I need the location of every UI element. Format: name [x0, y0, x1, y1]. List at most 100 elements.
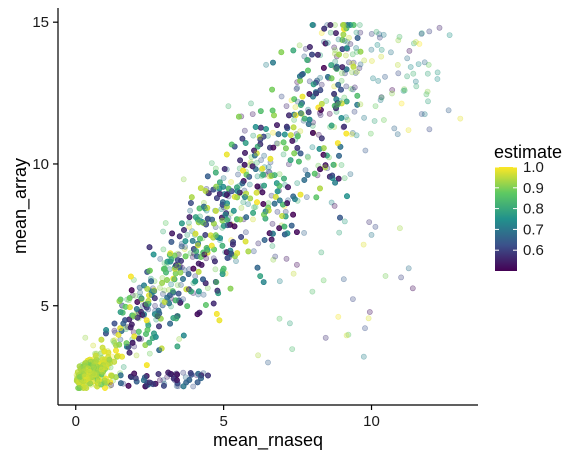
scatter-point — [84, 368, 91, 375]
scatter-point — [396, 225, 403, 232]
scatter-point — [212, 169, 219, 176]
scatter-point — [125, 382, 132, 389]
scatter-point — [203, 255, 210, 262]
scatter-point — [337, 214, 343, 221]
scatter-point — [150, 251, 157, 258]
scatter-point — [145, 381, 152, 388]
scatter-point — [185, 271, 192, 277]
scatter-point — [268, 236, 275, 243]
scatter-point — [354, 92, 361, 99]
scatter-point — [212, 278, 219, 285]
scatter-point — [336, 152, 342, 159]
scatter-point — [335, 81, 342, 88]
scatter-point — [260, 133, 267, 140]
scatter-point — [116, 341, 123, 348]
scatter-point — [127, 273, 134, 280]
scatter-point — [306, 91, 313, 97]
scatter-point — [331, 64, 338, 71]
scatter-point — [309, 144, 316, 151]
scatter-point — [295, 158, 302, 165]
scatter-point — [152, 333, 159, 340]
scatter-point — [310, 119, 316, 126]
scatter-point — [280, 151, 287, 158]
scatter-point — [81, 369, 88, 376]
scatter-point — [146, 267, 153, 274]
scatter-point — [146, 244, 153, 251]
scatter-point — [343, 130, 350, 137]
scatter-point — [286, 112, 292, 119]
scatter-point — [94, 370, 100, 376]
scatter-point — [233, 216, 240, 223]
scatter-point — [339, 37, 346, 43]
scatter-point — [142, 342, 149, 348]
scatter-point — [167, 258, 174, 265]
scatter-point — [350, 63, 357, 70]
scatter-point — [213, 195, 220, 201]
scatter-point — [216, 191, 223, 197]
scatter-point — [84, 368, 91, 375]
scatter-point — [309, 51, 315, 58]
scatter-point — [97, 369, 103, 376]
scatter-point — [242, 149, 248, 156]
scatter-point — [356, 65, 363, 71]
scatter-point — [125, 382, 132, 389]
scatter-point — [275, 131, 282, 138]
scatter-point — [289, 137, 296, 144]
scatter-point — [243, 190, 249, 197]
scatter-point — [75, 379, 82, 386]
scatter-point — [282, 208, 289, 215]
scatter-point — [362, 325, 368, 332]
scatter-point — [148, 288, 155, 295]
scatter-point — [174, 250, 181, 257]
scatter-point — [172, 297, 179, 304]
scatter-point — [92, 351, 99, 358]
scatter-point — [340, 22, 347, 28]
scatter-point — [312, 89, 319, 95]
scatter-point — [242, 238, 249, 245]
scatter-point — [290, 270, 297, 277]
scatter-point — [76, 375, 83, 382]
scatter-point — [357, 61, 364, 68]
scatter-point — [89, 369, 96, 376]
scatter-point — [81, 377, 87, 383]
scatter-point — [77, 381, 84, 388]
scatter-point — [208, 242, 215, 249]
scatter-point — [81, 364, 88, 371]
scatter-point — [195, 219, 202, 226]
scatter-point — [98, 368, 105, 375]
scatter-point — [192, 273, 199, 280]
scatter-point — [80, 363, 87, 370]
scatter-point — [281, 131, 288, 138]
scatter-point — [301, 115, 308, 122]
scatter-point — [87, 368, 93, 375]
scatter-point — [274, 188, 281, 195]
scatter-point — [197, 235, 203, 242]
scatter-point — [86, 372, 92, 379]
scatter-point — [334, 100, 341, 106]
scatter-point — [343, 45, 350, 51]
scatter-point — [199, 250, 206, 257]
scatter-point — [212, 266, 219, 273]
scatter-point — [303, 194, 310, 200]
scatter-point — [161, 260, 168, 267]
scatter-point — [88, 371, 95, 378]
scatter-point — [133, 378, 140, 385]
scatter-point — [145, 322, 152, 329]
scatter-point — [238, 113, 245, 120]
scatter-point — [75, 372, 82, 379]
scatter-point — [212, 165, 219, 172]
scatter-point — [286, 320, 293, 327]
scatter-point — [95, 381, 101, 388]
scatter-point — [77, 377, 84, 383]
scatter-point — [172, 297, 178, 304]
scatter-point — [92, 371, 98, 378]
scatter-point — [271, 112, 277, 119]
scatter-point — [146, 292, 152, 299]
scatter-point — [219, 217, 226, 224]
scatter-point — [88, 363, 95, 370]
scatter-point — [223, 151, 230, 158]
scatter-point — [88, 373, 95, 380]
scatter-point — [279, 213, 285, 219]
scatter-point — [86, 366, 93, 372]
scatter-point — [233, 258, 239, 264]
